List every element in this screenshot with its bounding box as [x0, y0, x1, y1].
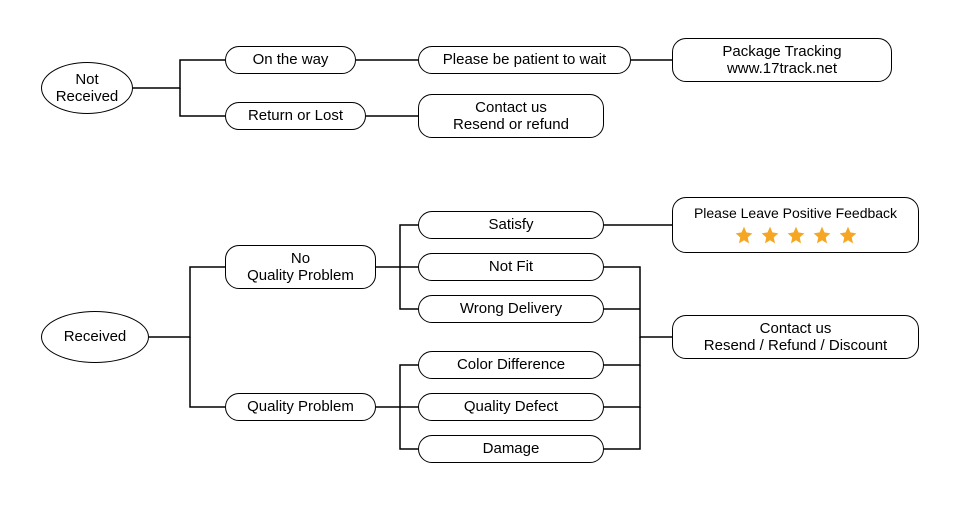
node-quality-defect: Quality Defect [418, 393, 604, 421]
label-line1: Package Tracking [722, 43, 841, 60]
label: Quality Problem [247, 398, 354, 415]
node-color-difference: Color Difference [418, 351, 604, 379]
label-line1: Contact us [475, 99, 547, 116]
label: Return or Lost [248, 107, 343, 124]
node-quality-problem: Quality Problem [225, 393, 376, 421]
node-contact-resend-refund: Contact us Resend or refund [418, 94, 604, 138]
label: Not Fit [489, 258, 533, 275]
label-line2: www.17track.net [727, 60, 837, 77]
node-contact-options: Contact us Resend / Refund / Discount [672, 315, 919, 359]
node-received: Received [41, 311, 149, 363]
label: Received [64, 328, 127, 345]
node-on-the-way: On the way [225, 46, 356, 74]
label-line1: Contact us [760, 320, 832, 337]
label: Damage [483, 440, 540, 457]
label-line2: Quality Problem [247, 267, 354, 284]
label-line1: Please Leave Positive Feedback [694, 205, 897, 221]
node-damage: Damage [418, 435, 604, 463]
node-please-wait: Please be patient to wait [418, 46, 631, 74]
star-icon [760, 225, 780, 245]
label-line2: Resend / Refund / Discount [704, 337, 887, 354]
node-no-quality-problem: No Quality Problem [225, 245, 376, 289]
star-icon [812, 225, 832, 245]
node-positive-feedback: Please Leave Positive Feedback [672, 197, 919, 253]
label: NotReceived [56, 71, 119, 106]
node-not-fit: Not Fit [418, 253, 604, 281]
star-icon [838, 225, 858, 245]
label: Quality Defect [464, 398, 558, 415]
node-return-or-lost: Return or Lost [225, 102, 366, 130]
star-icon [734, 225, 754, 245]
node-satisfy: Satisfy [418, 211, 604, 239]
star-icon [786, 225, 806, 245]
label: Please be patient to wait [443, 51, 606, 68]
node-not-received: NotReceived [41, 62, 133, 114]
five-star-rating [734, 225, 858, 245]
node-wrong-delivery: Wrong Delivery [418, 295, 604, 323]
label-line1: No [291, 250, 310, 267]
label: Satisfy [488, 216, 533, 233]
label-line2: Resend or refund [453, 116, 569, 133]
label: On the way [253, 51, 329, 68]
node-package-tracking: Package Tracking www.17track.net [672, 38, 892, 82]
label: Wrong Delivery [460, 300, 562, 317]
label: Color Difference [457, 356, 565, 373]
